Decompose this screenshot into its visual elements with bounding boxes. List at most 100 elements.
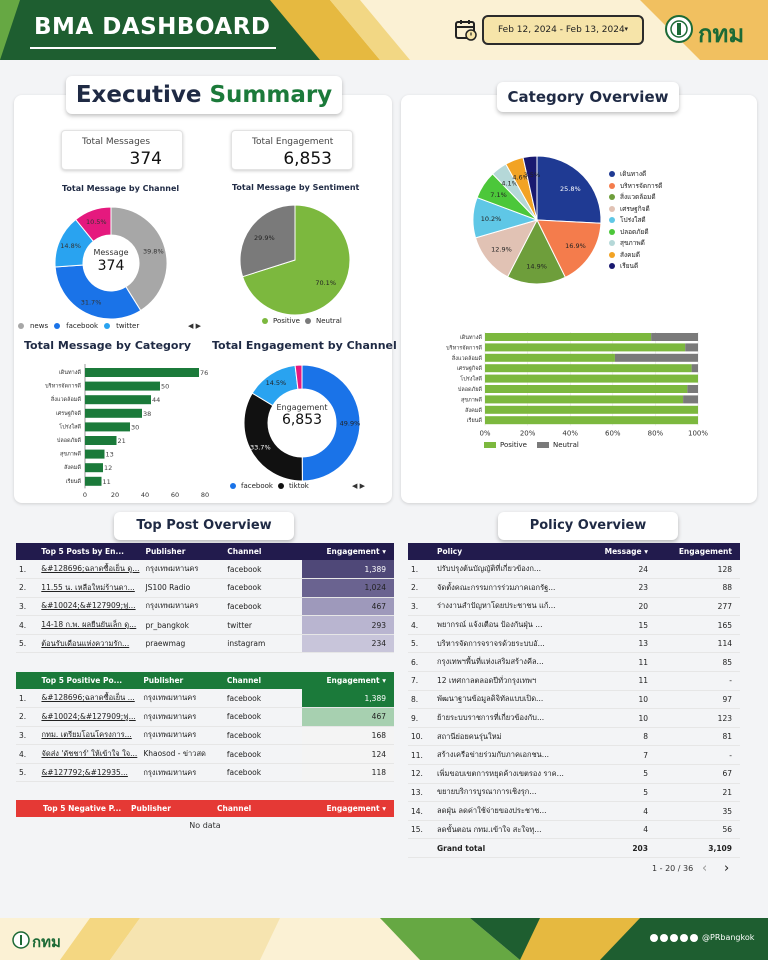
table-cell: จัดตั้งคณะกรรมการร่วมภาคเอกรัฐ... <box>434 578 584 598</box>
table-row[interactable]: 7. 12 เทศกาลตลอดปีทั่วกรุงเทพฯ 11- <box>408 671 740 691</box>
bar-positive[interactable] <box>485 416 698 425</box>
pie-slice-เดินทางดี[interactable] <box>536 155 602 224</box>
bar-value: 11 <box>103 478 111 486</box>
pie-slice-เรียนดี[interactable] <box>522 155 538 221</box>
bar-neutral[interactable] <box>687 385 698 393</box>
column-header[interactable]: Top 5 Positive Po... <box>41 676 123 685</box>
bar-neutral[interactable] <box>651 333 698 341</box>
pie-slice-tiktok[interactable] <box>243 392 303 482</box>
table-row[interactable]: 2. &#10024;&#127909;ฟู... กรุงเทพมหานคร fac… <box>16 707 394 727</box>
bar-neutral[interactable] <box>691 364 698 373</box>
pie-slice-news[interactable] <box>110 206 168 312</box>
column-header[interactable]: Engagement ▾ <box>326 676 386 685</box>
bar[interactable] <box>85 436 117 445</box>
table-cell[interactable]: &#127792;&#12935... <box>38 763 141 783</box>
table-row[interactable]: 1. ปรับปรุงต้นบัญญัติที่เกี่ยวข้องก... 24 1… <box>408 560 740 580</box>
table-cell[interactable]: จัดส่ง 'ดัชชาร์' ให้เข้าใจ ใจ... <box>38 744 141 764</box>
bar-positive[interactable] <box>485 385 688 393</box>
category-label: โปร่งใสดี <box>59 422 81 430</box>
table-cell: 2. <box>16 578 39 598</box>
bar-positive[interactable] <box>485 405 698 414</box>
next-page-button[interactable]: › <box>724 861 730 876</box>
column-header[interactable]: Top 5 Posts by En... <box>41 547 125 556</box>
table-row[interactable]: 4. จัดส่ง 'ดัชชาร์' ให้เข้าใจ ใจ... Khaoso… <box>16 744 394 764</box>
table-row[interactable]: 15. ลดขั้นตอน กทม.เข้าใจ สะใจทุ... 4 56 <box>408 820 740 840</box>
bar-positive[interactable] <box>485 395 684 404</box>
table-row[interactable]: 5. บริหารจัดการจราจรด้วยระบบอั... 13 114 <box>408 634 740 654</box>
table-cell[interactable]: กทม. เตรียมโอนโครงการ... <box>38 726 141 746</box>
column-header[interactable]: Publisher <box>131 804 171 813</box>
pager-arrows[interactable]: ◀ ▶ <box>188 322 201 330</box>
pie-slice-other[interactable] <box>294 364 303 390</box>
bar[interactable] <box>85 476 102 486</box>
pie-slice-facebook[interactable] <box>301 364 361 482</box>
table-cell[interactable]: ต้อนรับเดือนแห่งความรัก... <box>38 634 143 654</box>
table-row[interactable]: 13. ขยายบริการบูรณาการเชิงรุก... 5 21 <box>408 783 740 803</box>
table-row[interactable]: 5. &#127792;&#12935... กรุงเทพมหานคร facebo… <box>16 763 394 783</box>
table-row[interactable]: 8. พัฒนาฐานข้อมูลดิจิทัลแบบเปิด... 10 97 <box>408 690 740 710</box>
bar[interactable] <box>85 408 142 418</box>
column-header[interactable]: Channel <box>217 804 252 813</box>
table-cell: 234 <box>301 634 394 654</box>
column-header[interactable]: Engagement <box>678 547 732 556</box>
table-row[interactable]: 3. ร่างงานสำปัญหาโดยประชาชน แก้... 20 277 <box>408 597 740 617</box>
table-row[interactable]: 14. ลดฝุ่น ลดค่าใช้จ่ายของประชาช... 4 35 <box>408 801 740 821</box>
bar[interactable] <box>85 395 151 405</box>
bar-neutral[interactable] <box>614 353 698 362</box>
bar-positive[interactable] <box>485 364 692 373</box>
bar[interactable] <box>85 422 130 432</box>
table-row[interactable]: 5. ต้อนรับเดือนแห่งความรัก... praewmag inst… <box>16 634 394 654</box>
column-header[interactable]: Engagement ▾ <box>326 547 386 556</box>
table-cell: facebook <box>223 763 302 783</box>
bar[interactable] <box>85 463 103 473</box>
table-row[interactable]: 6. กรุงเทพฯพื้นที่แห่งเสริมสร้างคีล... 11 8… <box>408 652 740 673</box>
table-row[interactable]: 1. &#128696;ฉลาดซื้อเย็น ดู... กรุงเทพมหาน… <box>16 560 394 580</box>
date-range-picker[interactable]: Feb 12, 2024 - Feb 13, 2024 ▾ <box>482 15 644 45</box>
table-cell[interactable]: &#128696;ฉลาดซื้อเย็น ดู... <box>38 560 143 580</box>
column-header[interactable]: Message ▾ <box>604 547 648 556</box>
bar-positive[interactable] <box>485 353 615 362</box>
bar[interactable] <box>85 381 160 391</box>
bar-positive[interactable] <box>485 333 652 341</box>
column-header[interactable]: Channel <box>226 676 262 685</box>
pie-slice-บริหารจัดการดี[interactable] <box>536 219 602 279</box>
pie-slice-Positive[interactable] <box>241 204 351 316</box>
bar[interactable] <box>85 368 199 377</box>
column-header[interactable]: Engagement ▾ <box>326 804 386 813</box>
bar-positive[interactable] <box>485 374 698 383</box>
bar-positive[interactable] <box>485 343 686 352</box>
table-cell: facebook <box>223 744 302 764</box>
column-header[interactable]: Publisher <box>143 676 184 685</box>
table-cell: 67 <box>656 764 740 784</box>
table-row[interactable]: 9. ย้ายระบบราชการที่เกี่ยวข้องกับ... 10 123 <box>408 708 740 728</box>
bar-neutral[interactable] <box>685 343 698 352</box>
column-header[interactable]: Policy <box>437 547 463 556</box>
table-cell[interactable]: 11.55 น. เหลือใหม่ร้านดา... <box>38 578 143 598</box>
pie-slice-สิ่งแวดล้อมดี[interactable] <box>506 218 567 285</box>
table-row[interactable]: 10. สถานีย่อยคนรุ่นใหม่ 8 81 <box>408 727 740 747</box>
calendar-icon[interactable] <box>454 18 478 42</box>
table-row[interactable]: 2. จัดตั้งคณะกรรมการร่วมภาคเอกรัฐ... 23 88 <box>408 578 740 598</box>
table-row[interactable]: 3. กทม. เตรียมโอนโครงการ... กรุงเทพมหานคร f… <box>16 726 394 746</box>
table-row[interactable]: 1. &#128696;ฉลาดซื้อเย็น ... กรุงเทพมหานคร… <box>16 689 394 709</box>
table-row[interactable]: 11. สร้างเครือข่ายร่วมกับภาคเอกชน... 7- <box>408 745 740 766</box>
table-cell[interactable]: &#10024;&#127909;ฟู... <box>38 707 141 727</box>
table-row[interactable]: 2. 11.55 น. เหลือใหม่ร้านดา... JS100 Radio… <box>16 578 394 598</box>
column-header[interactable]: Top 5 Negative P... <box>43 804 122 813</box>
prev-page-button[interactable]: ‹ <box>702 861 708 876</box>
pie-slice-facebook[interactable] <box>54 264 142 320</box>
column-header[interactable]: Channel <box>227 547 262 556</box>
bar[interactable] <box>85 449 105 459</box>
table-row[interactable]: 3. &#10024;&#127909;ฟู... กรุงเทพมหานคร fac… <box>16 597 394 617</box>
table-cell[interactable]: 14-18 ก.พ. ผลยืนยันเล็ก ดู... <box>38 615 143 635</box>
table-row[interactable]: 4. 14-18 ก.พ. ผลยืนยันเล็ก ดู... pr_bangko… <box>16 615 394 635</box>
table-row[interactable]: 12. เพิ่มขอบเขตการหยุดค้างเขตรอง ราค... 5 6… <box>408 764 740 784</box>
pie-slice-Neutral[interactable] <box>239 204 296 278</box>
pager-arrows[interactable]: ◀ ▶ <box>352 482 365 490</box>
column-header[interactable]: Publisher <box>145 547 186 556</box>
pie-slice-other[interactable] <box>75 206 112 242</box>
table-cell[interactable]: &#128696;ฉลาดซื้อเย็น ... <box>38 689 141 709</box>
table-row[interactable]: 4. พยากรณ์ แจ้งเตือน ป้องกันฝุ่น ... 15 165 <box>408 615 740 635</box>
table-cell[interactable]: &#10024;&#127909;ฟู... <box>38 597 143 617</box>
bar-neutral[interactable] <box>683 395 698 404</box>
